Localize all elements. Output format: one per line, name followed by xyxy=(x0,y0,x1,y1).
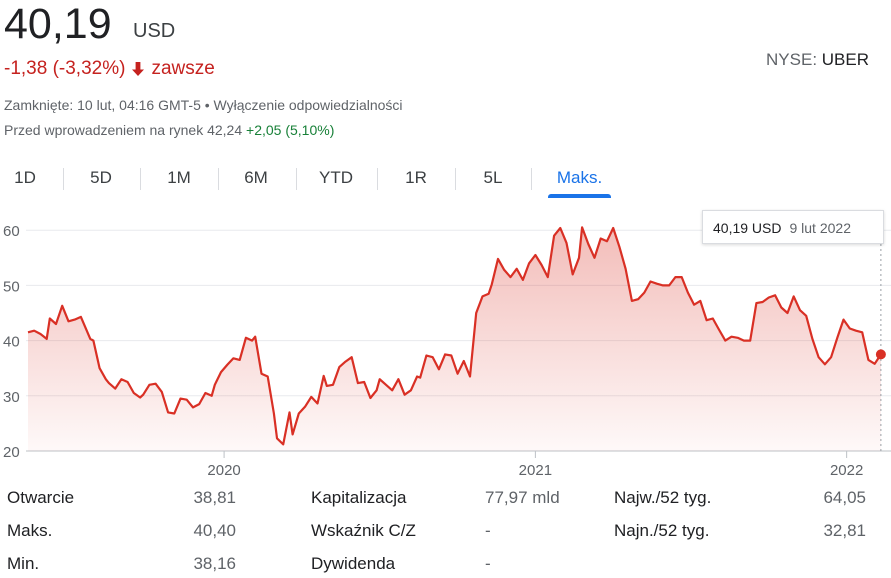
tab-1r[interactable]: 1R xyxy=(395,160,437,196)
range-tabs: 1D 5D 1M 6M YTD 1R 5L Maks. xyxy=(0,160,891,200)
stat-label-low: Min. xyxy=(7,554,40,573)
tab-max[interactable]: Maks. xyxy=(548,160,611,198)
tab-divider xyxy=(63,168,64,190)
tab-1d[interactable]: 1D xyxy=(4,160,46,196)
y-tick-label: 50 xyxy=(3,278,20,295)
current-price: 40,19 xyxy=(4,0,112,48)
y-tick-label: 60 xyxy=(3,223,20,240)
y-tick-label: 20 xyxy=(3,444,20,461)
tab-divider xyxy=(455,168,456,190)
premarket-info: Przed wprowadzeniem na rynek 42,24 +2,05… xyxy=(4,122,334,138)
stat-value-high: 40,40 xyxy=(193,521,236,540)
currency-label: USD xyxy=(133,20,176,42)
tab-5l[interactable]: 5L xyxy=(472,160,514,196)
stat-label-market-cap: Kapitalizacja xyxy=(311,488,407,507)
hover-point xyxy=(875,349,886,360)
premarket-change: +2,05 (5,10%) xyxy=(246,122,335,138)
arrow-down-icon xyxy=(132,62,145,76)
stat-value-52w-high: 64,05 xyxy=(823,488,866,507)
tab-1m[interactable]: 1M xyxy=(158,160,200,196)
chart-tooltip: 40,19 USD 9 lut 2022 xyxy=(702,210,884,244)
stat-value-market-cap: 77,97 mld xyxy=(485,488,560,507)
tab-label: YTD xyxy=(319,168,353,187)
tooltip-date: 9 lut 2022 xyxy=(789,220,851,236)
exchange-name: NYSE xyxy=(766,50,813,69)
tab-label: 5D xyxy=(90,168,112,187)
market-status: Zamknięte: 10 lut, 04:16 GMT-5 • Wyłącze… xyxy=(4,97,403,113)
tab-label: Maks. xyxy=(556,168,603,187)
tab-label: 6M xyxy=(244,168,268,187)
premarket-label: Przed wprowadzeniem na rynek 42,24 xyxy=(4,122,243,138)
price-change: -1,38 (-3,32%) zawsze xyxy=(4,58,215,80)
tab-6m[interactable]: 6M xyxy=(235,160,277,196)
tab-divider xyxy=(218,168,219,190)
tab-label: 1R xyxy=(405,168,427,187)
stat-label-dividend: Dywidenda xyxy=(311,554,396,573)
stat-label-open: Otwarcie xyxy=(7,488,75,507)
tooltip-value: 40,19 USD xyxy=(713,220,782,236)
tab-label: 1D xyxy=(14,168,36,187)
ticker-symbol[interactable]: NYSE: UBER xyxy=(766,50,869,70)
stat-value-dividend: - xyxy=(485,554,491,573)
tab-label: 1M xyxy=(167,168,191,187)
stat-label-52w-low: Najn./52 tyg. xyxy=(614,521,710,540)
tab-divider xyxy=(140,168,141,190)
stat-value-52w-low: 32,81 xyxy=(823,521,866,540)
tab-divider xyxy=(296,168,297,190)
x-tick-label: 2021 xyxy=(519,462,552,479)
price-area xyxy=(28,227,881,451)
price-chart[interactable]: 20 30 40 50 60 2020 2021 2022 xyxy=(0,200,891,480)
change-value: -1,38 (-3,32%) xyxy=(4,58,126,79)
stat-value-low: 38,16 xyxy=(193,554,236,573)
stat-label-pe-ratio: Wskaźnik C/Z xyxy=(311,521,416,540)
tab-ytd[interactable]: YTD xyxy=(312,160,360,196)
x-tick-label: 2020 xyxy=(207,462,240,479)
stat-value-pe-ratio: - xyxy=(485,521,491,540)
y-tick-label: 40 xyxy=(3,334,20,351)
tab-5d[interactable]: 5D xyxy=(80,160,122,196)
tab-divider xyxy=(377,168,378,190)
symbol-name: UBER xyxy=(821,50,869,69)
ticker-separator: : xyxy=(812,50,822,69)
stat-label-high: Maks. xyxy=(7,521,53,540)
y-tick-label: 30 xyxy=(3,389,20,406)
tab-divider xyxy=(531,168,532,190)
stat-value-open: 38,81 xyxy=(193,488,236,507)
active-tab-indicator xyxy=(548,194,611,198)
price-line xyxy=(27,226,882,446)
stat-label-52w-high: Najw./52 tyg. xyxy=(614,488,712,507)
tab-label: 5L xyxy=(483,168,503,187)
change-period: zawsze xyxy=(151,58,215,79)
x-tick-label: 2022 xyxy=(830,462,863,479)
